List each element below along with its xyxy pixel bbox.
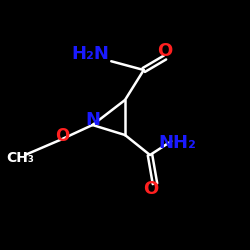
- Text: O: O: [158, 42, 172, 60]
- Text: CH₃: CH₃: [6, 150, 34, 164]
- Text: NH₂: NH₂: [158, 134, 196, 152]
- Text: O: O: [56, 127, 70, 145]
- Text: H₂N: H₂N: [71, 45, 109, 63]
- Text: O: O: [144, 180, 159, 198]
- Text: N: N: [85, 111, 100, 129]
